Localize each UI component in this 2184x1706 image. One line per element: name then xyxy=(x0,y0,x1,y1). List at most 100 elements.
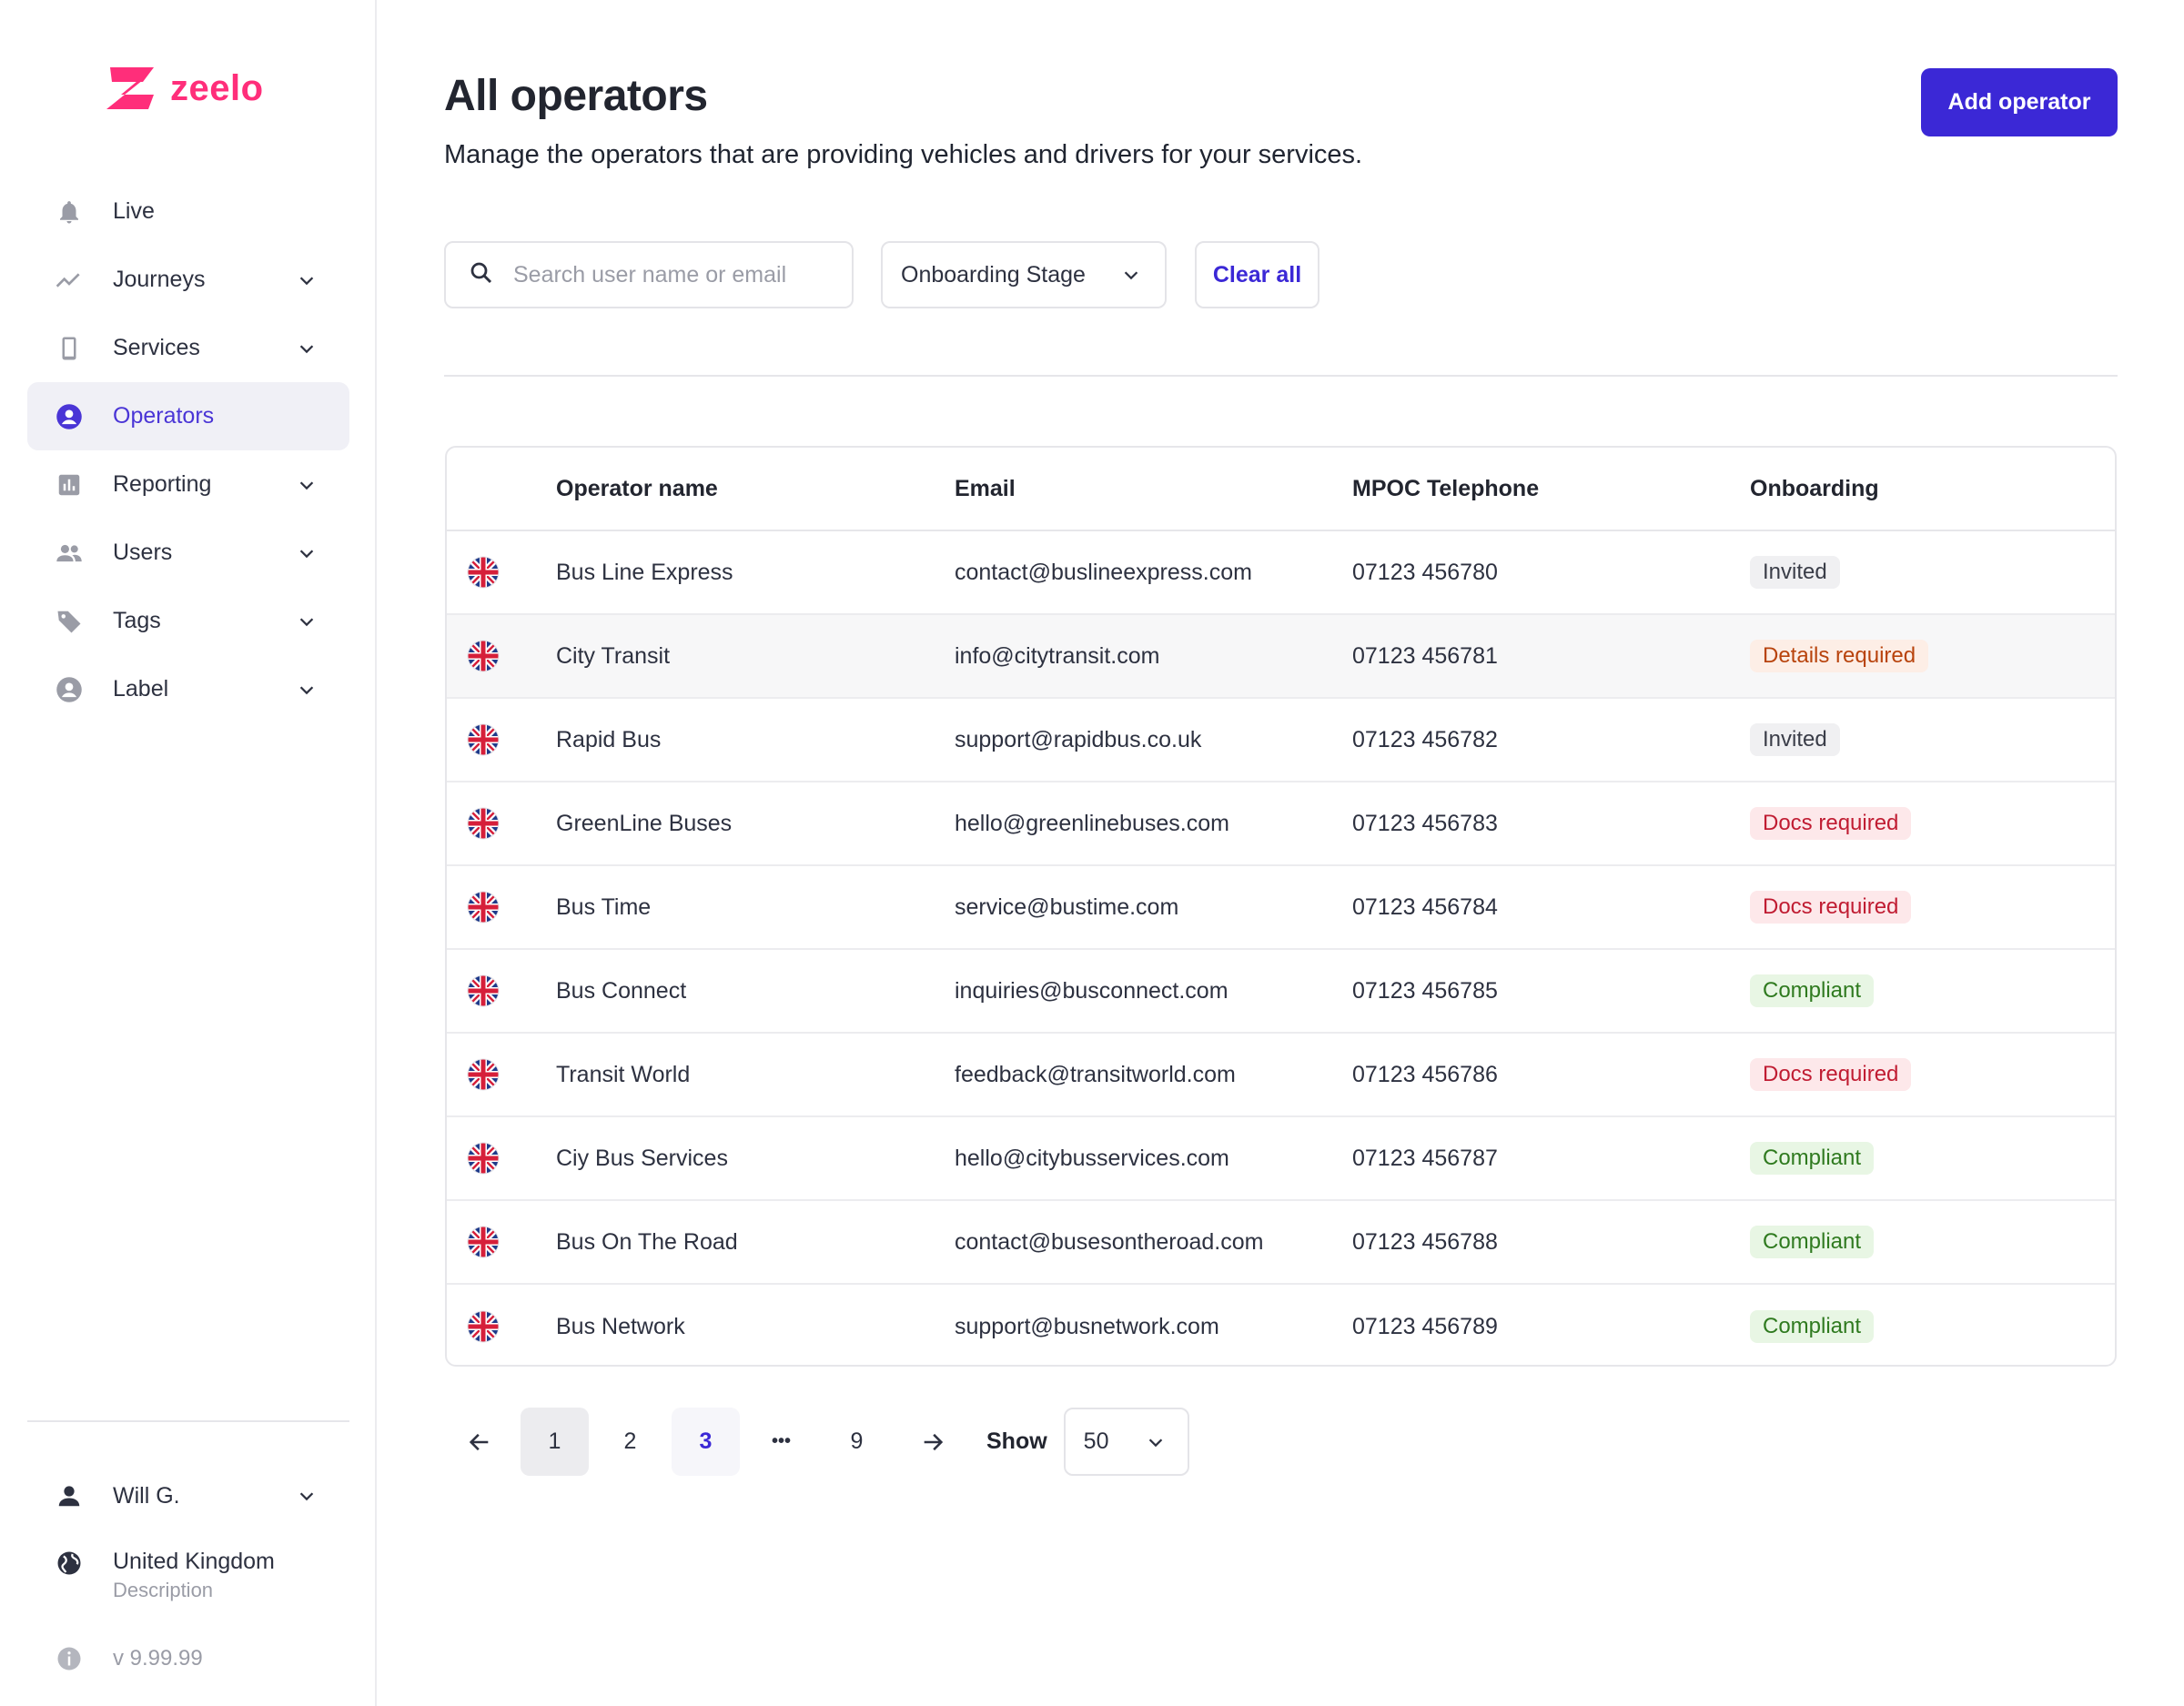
phone-device-icon xyxy=(55,334,84,363)
column-header-onboarding[interactable]: Onboarding xyxy=(1750,475,1879,501)
operator-email: contact@buslineexpress.com xyxy=(955,559,1252,585)
search-input[interactable] xyxy=(513,261,841,288)
chevron-down-icon[interactable] xyxy=(291,538,322,569)
sidebar-item-tags[interactable]: Tags xyxy=(27,587,349,655)
table-body: Bus Line Express contact@buslineexpress.c… xyxy=(447,531,2115,1365)
sidebar-item-services[interactable]: Services xyxy=(27,314,349,382)
version-text: v 9.99.99 xyxy=(113,1646,203,1671)
operators-table: Operator name Email MPOC Telephone Onboa… xyxy=(445,446,2117,1367)
next-page-button[interactable] xyxy=(898,1408,966,1476)
operator-name: Transit World xyxy=(556,1061,691,1087)
sidebar: zeelo Live Journeys Services xyxy=(0,0,377,1706)
sidebar-item-label: Services xyxy=(113,335,200,360)
sidebar-item-label: Reporting xyxy=(113,471,212,497)
arrow-right-icon xyxy=(924,1433,943,1450)
user-circle-icon xyxy=(55,402,84,431)
info-icon xyxy=(55,1644,84,1673)
page-subtitle: Manage the operators that are providing … xyxy=(444,140,1363,169)
uk-flag-icon xyxy=(447,974,556,1007)
operator-phone: 07123 456780 xyxy=(1352,559,1498,585)
region-selector[interactable]: United Kingdom Description xyxy=(55,1549,349,1602)
table-row[interactable]: City Transit info@citytransit.com 07123 45… xyxy=(447,615,2115,699)
onboarding-status-badge: Docs required xyxy=(1750,1058,1912,1091)
page-button-9[interactable]: 9 xyxy=(850,1428,864,1454)
chevron-down-icon[interactable] xyxy=(291,469,322,500)
zeelo-logo[interactable]: zeelo xyxy=(106,67,264,109)
brand-name: zeelo xyxy=(170,67,264,108)
sidebar-nav: Live Journeys Services Operators xyxy=(27,177,349,723)
chevron-down-icon[interactable] xyxy=(291,1480,322,1511)
onboarding-status-badge: Compliant xyxy=(1750,1310,1875,1343)
page-size-value: 50 xyxy=(1083,1428,1109,1454)
operator-phone: 07123 456787 xyxy=(1352,1145,1498,1171)
operator-email: inquiries@busconnect.com xyxy=(955,977,1228,1004)
add-operator-button[interactable]: Add operator xyxy=(1921,68,2118,136)
column-header-email[interactable]: Email xyxy=(955,475,1016,501)
chevron-down-icon[interactable] xyxy=(291,606,322,637)
sidebar-item-users[interactable]: Users xyxy=(27,519,349,587)
chevron-down-icon[interactable] xyxy=(291,674,322,705)
operator-phone: 07123 456785 xyxy=(1352,977,1498,1004)
search-box[interactable] xyxy=(444,241,854,308)
onboarding-status-badge: Invited xyxy=(1750,723,1840,756)
table-row[interactable]: Bus Network support@busnetwork.com 07123 4… xyxy=(447,1285,2115,1365)
table-row[interactable]: Rapid Bus support@rapidbus.co.uk 07123 456… xyxy=(447,699,2115,782)
chevron-down-icon[interactable] xyxy=(291,333,322,364)
table-row[interactable]: Bus Connect inquiries@busconnect.com 07123… xyxy=(447,950,2115,1034)
onboarding-stage-select[interactable]: Onboarding Stage xyxy=(881,241,1167,308)
page-button-3[interactable]: 3 xyxy=(672,1408,740,1476)
sidebar-item-label-menu[interactable]: Label xyxy=(27,655,349,723)
operator-email: hello@citybusservices.com xyxy=(955,1145,1229,1171)
table-row[interactable]: Ciy Bus Services hello@citybusservices.co… xyxy=(447,1117,2115,1201)
trend-line-icon xyxy=(55,266,84,295)
operator-name: Bus Time xyxy=(556,893,652,920)
table-row[interactable]: Transit World feedback@transitworld.com 07… xyxy=(447,1034,2115,1117)
operator-name: GreenLine Buses xyxy=(556,810,733,836)
chevron-down-icon[interactable] xyxy=(291,265,322,296)
uk-flag-icon xyxy=(447,1310,556,1343)
operator-email: support@busnetwork.com xyxy=(955,1313,1219,1339)
table-row[interactable]: Bus Time service@bustime.com 07123 456784 D… xyxy=(447,866,2115,950)
uk-flag-icon xyxy=(447,1142,556,1175)
sidebar-item-operators[interactable]: Operators xyxy=(27,382,349,450)
sidebar-item-live[interactable]: Live xyxy=(27,177,349,246)
onboarding-status-badge: Compliant xyxy=(1750,1226,1875,1258)
operator-phone: 07123 456781 xyxy=(1352,642,1498,669)
page-title: All operators xyxy=(444,72,708,120)
globe-icon xyxy=(55,1549,84,1578)
prev-page-button[interactable] xyxy=(445,1408,513,1476)
onboarding-status-badge: Compliant xyxy=(1750,1142,1875,1175)
operator-email: info@citytransit.com xyxy=(955,642,1160,669)
operator-name: Bus Connect xyxy=(556,977,687,1004)
region-name: United Kingdom xyxy=(113,1549,275,1574)
page-button-2[interactable]: 2 xyxy=(623,1428,637,1454)
onboarding-status-badge: Details required xyxy=(1750,640,1929,672)
onboarding-status-badge: Compliant xyxy=(1750,974,1875,1007)
page-ellipsis: ••• xyxy=(771,1431,791,1451)
page-size-select[interactable]: 50 xyxy=(1063,1408,1189,1476)
sidebar-item-reporting[interactable]: Reporting xyxy=(27,450,349,519)
operator-phone: 07123 456789 xyxy=(1352,1313,1498,1339)
uk-flag-icon xyxy=(447,640,556,672)
clear-all-button[interactable]: Clear all xyxy=(1195,241,1320,308)
search-icon xyxy=(468,259,495,291)
tag-icon xyxy=(55,607,84,636)
uk-flag-icon xyxy=(447,1058,556,1091)
operator-email: hello@greenlinebuses.com xyxy=(955,810,1229,836)
table-header: Operator name Email MPOC Telephone Onboa… xyxy=(447,448,2115,531)
arrow-left-icon xyxy=(469,1433,488,1450)
table-row[interactable]: GreenLine Buses hello@greenlinebuses.com 0… xyxy=(447,782,2115,866)
user-menu[interactable]: Will G. xyxy=(55,1480,349,1511)
table-row[interactable]: Bus On The Road contact@busesontheroad.co… xyxy=(447,1201,2115,1285)
table-row[interactable]: Bus Line Express contact@buslineexpress.c… xyxy=(447,531,2115,615)
section-divider xyxy=(444,375,2118,377)
sidebar-item-journeys[interactable]: Journeys xyxy=(27,246,349,314)
uk-flag-icon xyxy=(447,556,556,589)
operator-name: Bus Network xyxy=(556,1313,685,1339)
column-header-telephone[interactable]: MPOC Telephone xyxy=(1352,475,1540,501)
column-header-operator-name[interactable]: Operator name xyxy=(556,475,718,501)
page-button-1[interactable]: 1 xyxy=(521,1408,589,1476)
sidebar-item-label: Live xyxy=(113,198,155,224)
operator-email: contact@busesontheroad.com xyxy=(955,1228,1264,1255)
user-circle-icon xyxy=(55,675,84,704)
